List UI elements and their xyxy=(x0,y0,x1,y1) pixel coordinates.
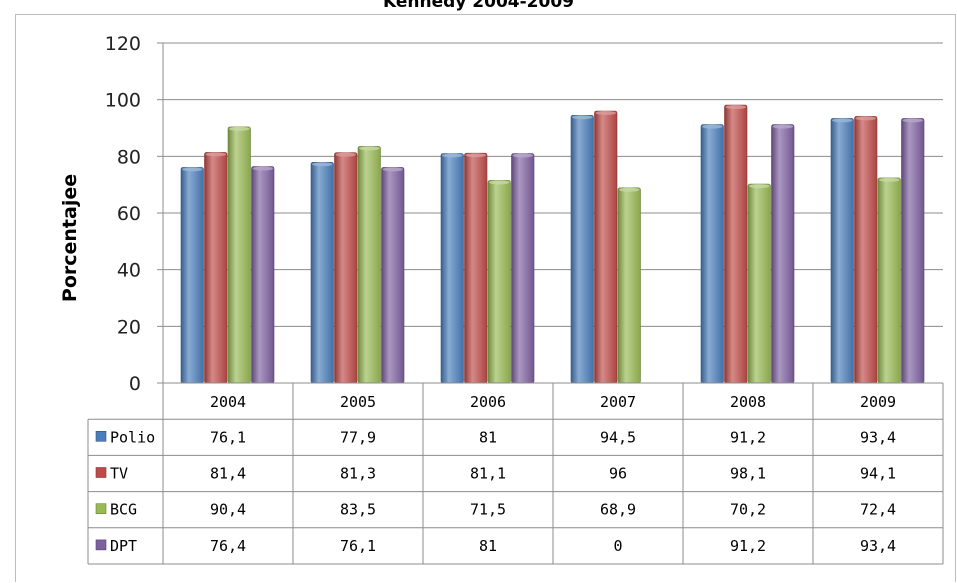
y-tick-label: 120 xyxy=(105,33,141,55)
chart-title: Kennedy 2004-2009 xyxy=(383,0,574,12)
table-cell-bcg-2008: 70,2 xyxy=(730,501,766,519)
table-cell-bcg-2009: 72,4 xyxy=(860,501,896,519)
bar-cap xyxy=(832,118,853,123)
bar-bcg-2005 xyxy=(357,146,381,384)
table-cell-dpt-2009: 93,4 xyxy=(860,537,896,555)
bar-cap xyxy=(772,124,793,129)
y-tick-label: 100 xyxy=(105,90,141,112)
bar-polio-2009 xyxy=(830,118,854,384)
bar-cap xyxy=(205,152,226,157)
bar-cap xyxy=(595,111,616,115)
table-cell-bcg-2005: 83,5 xyxy=(340,501,376,519)
bar-polio-2005 xyxy=(310,161,334,384)
legend-label-tv: TV xyxy=(110,465,128,483)
bar-tv-2005 xyxy=(334,152,358,384)
bars xyxy=(180,104,925,384)
table-header-2008: 2008 xyxy=(730,393,766,411)
bar-cap xyxy=(725,105,746,110)
table-cell-dpt-2008: 91,2 xyxy=(730,537,766,555)
table-cell-tv-2005: 81,3 xyxy=(340,465,376,483)
bar-cap xyxy=(619,187,640,192)
table-cell-polio-2006: 81 xyxy=(479,428,497,446)
y-tick-label: 40 xyxy=(117,260,141,282)
bar-polio-2007 xyxy=(570,114,594,384)
bar-bcg-2008 xyxy=(747,183,771,384)
table-cell-bcg-2006: 71,5 xyxy=(470,501,506,519)
table-header-2007: 2007 xyxy=(600,393,636,411)
bar-dpt-2009 xyxy=(901,118,925,384)
table-header-2006: 2006 xyxy=(470,393,506,411)
bar-polio-2006 xyxy=(440,153,464,384)
bar-tv-2007 xyxy=(594,110,618,384)
legend-label-bcg: BCG xyxy=(110,501,137,519)
y-tick-label: 20 xyxy=(117,316,141,338)
bar-tv-2009 xyxy=(854,116,878,384)
bar-cap xyxy=(855,116,876,121)
bar-cap xyxy=(879,177,900,182)
table-cell-dpt-2004: 76,4 xyxy=(210,537,246,555)
bar-cap xyxy=(182,167,203,172)
bar-tv-2008 xyxy=(724,104,748,384)
bar-cap xyxy=(749,184,770,189)
legend-label-dpt: DPT xyxy=(110,537,137,555)
chart-frame xyxy=(15,14,956,582)
table-header-2004: 2004 xyxy=(210,393,246,411)
bar-polio-2004 xyxy=(180,167,204,384)
bar-bcg-2007 xyxy=(617,187,641,384)
table-cell-tv-2007: 96 xyxy=(609,465,627,483)
bar-cap xyxy=(252,166,273,171)
bar-cap xyxy=(572,115,593,120)
data-table: 2004 2005 2006 2007 2008 2009 Polio 76,1 77,9 81 9… xyxy=(87,382,944,565)
bar-cap xyxy=(229,126,250,131)
bar-tv-2006 xyxy=(464,152,488,384)
y-tick-label: 0 xyxy=(129,373,141,395)
bar-bcg-2004 xyxy=(227,126,251,384)
legend-key-dpt xyxy=(95,539,107,551)
table-cell-polio-2008: 91,2 xyxy=(730,428,766,446)
bar-dpt-2006 xyxy=(511,153,535,384)
table-cell-polio-2009: 93,4 xyxy=(860,428,896,446)
table-cell-bcg-2004: 90,4 xyxy=(210,501,246,519)
table-cell-tv-2008: 98,1 xyxy=(730,465,766,483)
bar-cap xyxy=(335,152,356,157)
bar-polio-2008 xyxy=(700,124,724,384)
table-cell-dpt-2005: 76,1 xyxy=(340,537,376,555)
legend-key-bcg xyxy=(95,503,107,515)
table-cell-tv-2004: 81,4 xyxy=(210,465,246,483)
table-cell-polio-2005: 77,9 xyxy=(340,428,376,446)
grid-lines xyxy=(163,42,943,384)
bar-cap xyxy=(512,153,533,158)
y-tick-label: 60 xyxy=(117,203,141,225)
bar-dpt-2004 xyxy=(251,166,275,384)
bar-bcg-2006 xyxy=(487,180,511,384)
bar-tv-2004 xyxy=(204,152,228,384)
table-cell-polio-2004: 76,1 xyxy=(210,428,246,446)
table-cell-bcg-2007: 68,9 xyxy=(600,501,636,519)
table-header-2005: 2005 xyxy=(340,393,376,411)
bar-cap xyxy=(382,167,403,172)
bar-cap xyxy=(359,146,380,151)
table-cell-tv-2009: 94,1 xyxy=(860,465,896,483)
legend-key-polio xyxy=(95,430,107,442)
legend-key-tv xyxy=(95,467,107,478)
bar-cap xyxy=(702,124,723,129)
table-cell-dpt-2007: 0 xyxy=(613,537,622,555)
y-axis: 0 20 40 60 80 100 120 xyxy=(105,33,164,395)
table-cell-dpt-2006: 81 xyxy=(479,537,497,555)
bar-cap xyxy=(902,118,923,123)
bar-dpt-2005 xyxy=(381,167,405,384)
bar-cap xyxy=(465,153,486,158)
bar-cap xyxy=(489,180,510,185)
bar-bcg-2009 xyxy=(877,177,901,384)
bar-cap xyxy=(442,153,463,158)
y-axis-label: Porcentajee xyxy=(59,174,81,302)
table-header-2009: 2009 xyxy=(860,393,896,411)
table-cell-polio-2007: 94,5 xyxy=(600,428,636,446)
bar-dpt-2008 xyxy=(771,124,795,384)
bar-cap xyxy=(312,162,333,167)
table-cell-tv-2006: 81,1 xyxy=(470,465,506,483)
y-tick-label: 80 xyxy=(117,146,141,168)
legend-label-polio: Polio xyxy=(110,428,155,446)
